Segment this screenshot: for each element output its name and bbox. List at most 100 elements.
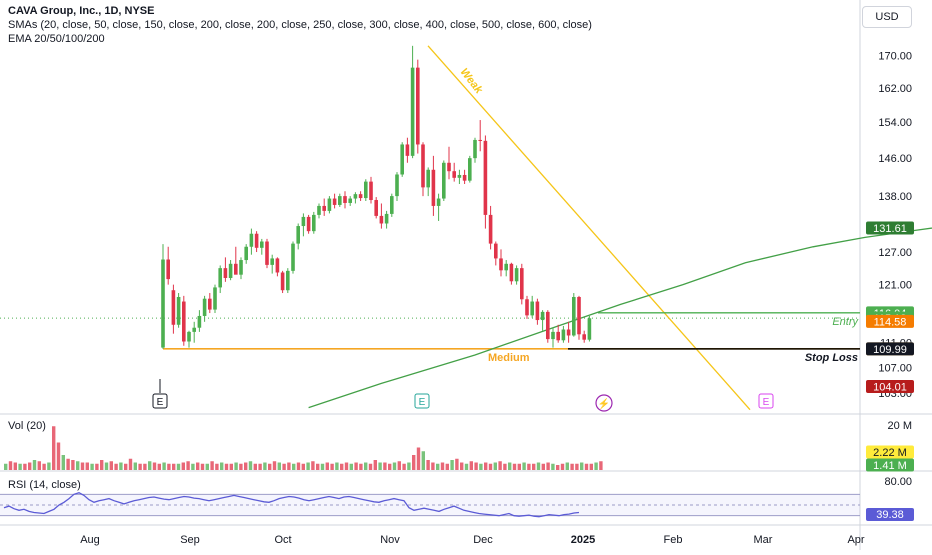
candle-body	[202, 298, 207, 316]
volume-bar	[392, 462, 397, 470]
volume-bar	[23, 463, 27, 470]
volume-bar	[124, 463, 128, 470]
candle-body	[161, 259, 165, 348]
candle-body	[296, 226, 300, 244]
rsi-tick-label: 80.00	[884, 476, 912, 488]
volume-bar	[210, 461, 214, 470]
volume-bar	[512, 463, 517, 470]
candle-body	[551, 331, 555, 340]
price-tick-label: 107.00	[878, 362, 912, 374]
candle-body	[535, 301, 540, 321]
volume-bar	[133, 462, 137, 470]
candle-body	[176, 296, 181, 325]
price-tick-label: 146.00	[878, 153, 912, 165]
candle-body	[577, 296, 581, 335]
candle-body	[546, 311, 550, 340]
candle-body	[442, 162, 446, 199]
volume-label: 1.41 M	[873, 460, 907, 472]
volume-bar	[330, 463, 334, 470]
volume-bar	[565, 462, 569, 470]
volume-bar	[522, 462, 526, 470]
volume-bar	[282, 463, 286, 470]
candle-body	[270, 258, 274, 265]
price-tick-label: 162.00	[878, 83, 912, 95]
time-axis-label: Feb	[664, 534, 683, 546]
volume-bar	[90, 463, 94, 470]
candle-body	[499, 258, 503, 271]
candle-body	[478, 139, 482, 141]
volume-bar	[412, 455, 416, 470]
volume-bar	[114, 463, 118, 470]
sma-line	[308, 227, 932, 409]
candle-body	[332, 198, 337, 205]
volume-bar	[479, 463, 483, 470]
volume-bar	[407, 462, 411, 470]
symbol-title[interactable]: CAVA Group, Inc., 1D, NYSE	[8, 5, 155, 17]
volume-bar	[368, 463, 373, 470]
volume-bar	[176, 463, 181, 470]
volume-bar	[498, 461, 502, 470]
candle-body	[327, 198, 332, 211]
candle-body	[317, 205, 321, 215]
volume-bar	[474, 462, 478, 470]
price-label-bg	[866, 342, 914, 356]
volume-tick-label: 20 M	[888, 420, 912, 432]
volume-bar	[402, 463, 406, 470]
volume-bar	[56, 442, 61, 470]
volume-bar	[100, 460, 104, 470]
dividend-marker: ⚡	[598, 397, 610, 410]
volume-bar	[71, 460, 75, 470]
earnings-marker-recent-box	[414, 393, 430, 409]
candle-body	[343, 196, 347, 203]
volume-bar	[320, 463, 325, 470]
candle-body	[254, 233, 259, 248]
candle-body	[421, 144, 425, 188]
volume-bar	[364, 462, 368, 470]
volume-bar	[541, 463, 545, 470]
candle-body	[275, 258, 280, 273]
volume-bar	[172, 463, 176, 470]
ema-legend[interactable]: EMA 20/50/100/200	[8, 33, 105, 45]
volume-bar	[373, 460, 377, 470]
volume-bar	[421, 451, 425, 470]
volume-bar	[589, 463, 593, 470]
candle-body	[530, 301, 534, 316]
candle-body	[192, 327, 196, 332]
price-label-bg	[866, 221, 914, 235]
time-axis-label: Sep	[180, 534, 200, 546]
volume-bar	[268, 463, 272, 470]
volume-bar	[431, 462, 435, 470]
volume-bar	[311, 461, 315, 470]
earnings-marker-upcoming-box	[758, 393, 774, 409]
volume-bar	[148, 461, 152, 470]
candle-body	[400, 144, 404, 175]
volume-bar	[354, 462, 358, 470]
candle-body	[436, 198, 441, 206]
volume-bar	[450, 460, 454, 470]
volume-bar	[191, 463, 195, 470]
volume-bar	[488, 463, 493, 470]
candle-body	[468, 158, 472, 181]
volume-bar	[532, 463, 536, 470]
candle-body	[166, 259, 170, 280]
price-label: 109.99	[873, 344, 907, 356]
volume-bar	[594, 462, 598, 470]
price-label-bg	[866, 314, 914, 328]
volume-bar	[484, 462, 488, 470]
volume-bar	[104, 462, 109, 470]
volume-bar	[196, 462, 200, 470]
currency-button[interactable]: USD	[862, 6, 912, 28]
candle-body	[260, 241, 264, 248]
volume-bar	[508, 462, 512, 470]
price-label: 104.01	[873, 382, 907, 394]
entry-label: Entry	[832, 316, 859, 328]
volume-bar	[378, 462, 382, 470]
volume-bar	[527, 463, 531, 470]
candle-body	[182, 301, 186, 342]
sma-legend[interactable]: SMAs (20, close, 50, close, 150, close, …	[8, 19, 592, 31]
volume-label-bg	[866, 445, 914, 459]
volume-bar	[570, 463, 574, 470]
candle-body	[369, 181, 373, 201]
